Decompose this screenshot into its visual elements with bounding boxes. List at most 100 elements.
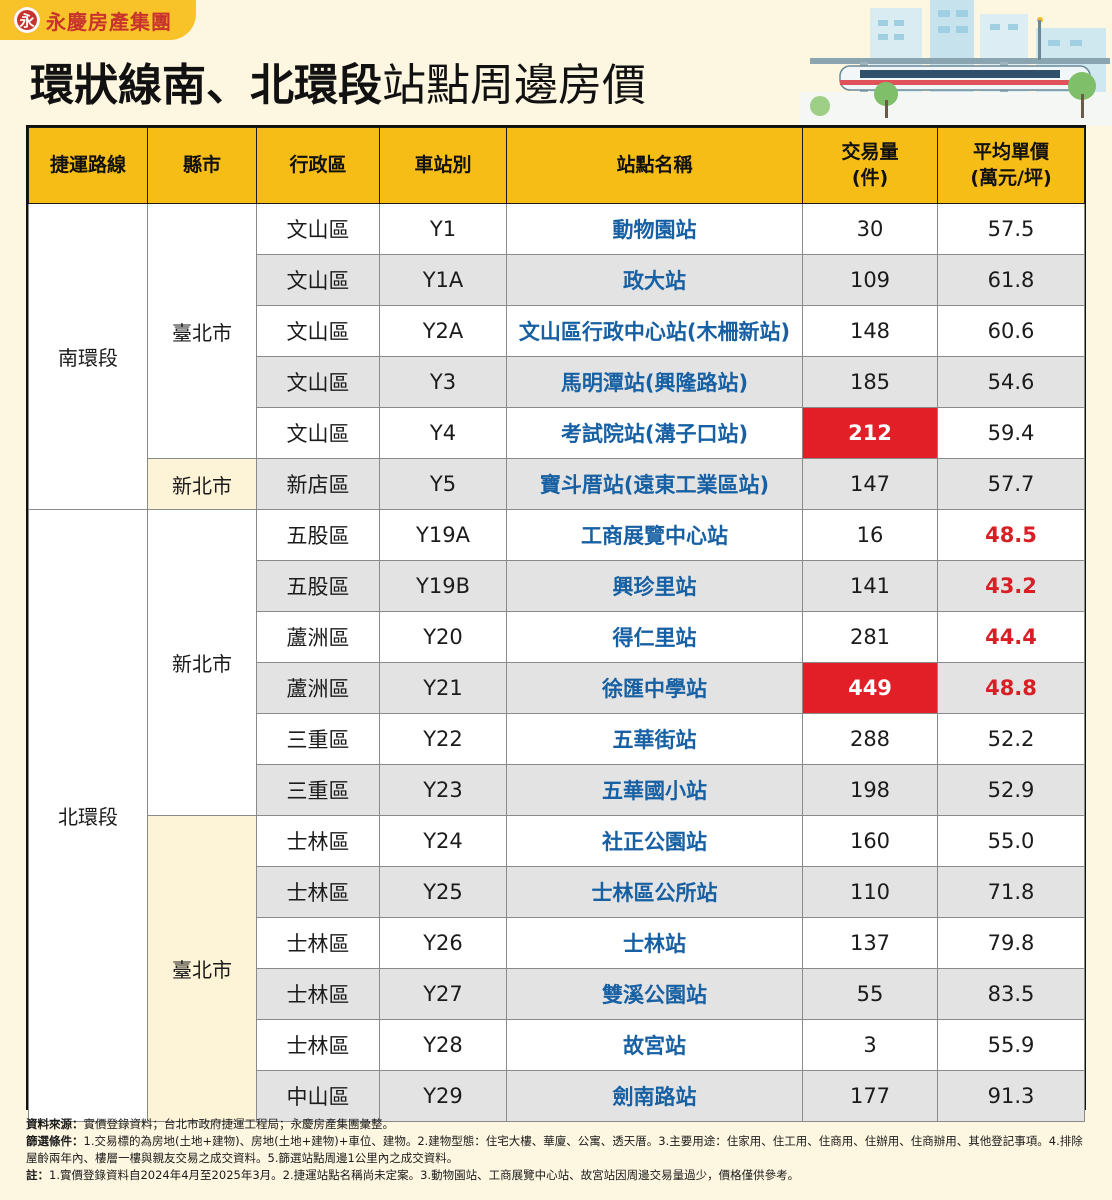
header-price: 平均單價 (萬元/坪): [937, 127, 1085, 204]
cell-price: 91.3: [937, 1070, 1085, 1122]
note-filter-text: 1.交易標的為房地(土地+建物)、房地(土地+建物)+車位、建物。2.建物型態：…: [26, 1134, 1083, 1165]
cell-district: 三重區: [256, 713, 380, 765]
page-title-bold: 環狀線南、北環段: [30, 60, 382, 111]
cell-price: 48.8: [937, 662, 1085, 714]
header-district: 行政區: [256, 127, 380, 204]
cell-district: 五股區: [256, 509, 380, 561]
cell-station-code: Y19A: [379, 509, 507, 561]
note-filter-label: 篩選條件：: [26, 1134, 84, 1148]
cell-volume: 110: [802, 866, 938, 918]
cell-station-name: 故宮站: [506, 1019, 803, 1071]
cell-station-name: 五華國小站: [506, 764, 803, 816]
table-row: 士林區 Y27 雙溪公園站 55 83.5: [29, 968, 1085, 1020]
cell-county: 新北市: [147, 509, 257, 816]
cell-station-code: Y22: [379, 713, 507, 765]
cell-station-name: 文山區行政中心站(木柵新站): [506, 305, 803, 357]
note-source: 資料來源：實價登錄資料；台北市政府捷運工程局；永慶房產集團彙整。: [26, 1116, 1086, 1133]
cell-price: 79.8: [937, 917, 1085, 969]
cell-volume: 137: [802, 917, 938, 969]
city-train-illustration: [800, 0, 1112, 126]
cell-station-name: 興珍里站: [506, 560, 803, 612]
cell-station-name: 寶斗厝站(遠東工業區站): [506, 458, 803, 510]
cell-volume: 177: [802, 1070, 938, 1122]
cell-station-code: Y4: [379, 407, 507, 459]
cell-station-name: 政大站: [506, 254, 803, 306]
cell-station-name: 工商展覽中心站: [506, 509, 803, 561]
cell-district: 士林區: [256, 815, 380, 867]
cell-station-code: Y21: [379, 662, 507, 714]
cell-price: 59.4: [937, 407, 1085, 459]
cell-station-code: Y29: [379, 1070, 507, 1122]
cell-county: 臺北市: [147, 815, 257, 1122]
cell-price: 61.8: [937, 254, 1085, 306]
cell-volume: 16: [802, 509, 938, 561]
cell-district: 士林區: [256, 1019, 380, 1071]
note-source-text: 實價登錄資料；台北市政府捷運工程局；永慶房產集團彙整。: [83, 1117, 395, 1131]
cell-price: 60.6: [937, 305, 1085, 357]
cell-station-name: 得仁里站: [506, 611, 803, 663]
cell-price: 54.6: [937, 356, 1085, 408]
cell-price: 83.5: [937, 968, 1085, 1020]
cell-station-name: 考試院站(溝子口站): [506, 407, 803, 459]
footnotes: 資料來源：實價登錄資料；台北市政府捷運工程局；永慶房產集團彙整。 篩選條件：1.…: [26, 1116, 1086, 1184]
cell-station-code: Y1: [379, 203, 507, 255]
cell-station-code: Y25: [379, 866, 507, 918]
cell-station-name: 馬明潭站(興隆路站): [506, 356, 803, 408]
note-remark: 註：1.實價登錄資料自2024年4月至2025年3月。2.捷運站點名稱尚未定案。…: [26, 1167, 1086, 1184]
table-row: 文山區 Y2A 文山區行政中心站(木柵新站) 148 60.6: [29, 305, 1085, 357]
cell-district: 蘆洲區: [256, 662, 380, 714]
cell-volume: 198: [802, 764, 938, 816]
table-row: 三重區 Y22 五華街站 288 52.2: [29, 713, 1085, 765]
header-volume-line2: (件): [851, 166, 889, 189]
header-segment: 捷運路線: [28, 127, 148, 204]
cell-station-name: 雙溪公園站: [506, 968, 803, 1020]
cell-station-code: Y27: [379, 968, 507, 1020]
cell-station-code: Y19B: [379, 560, 507, 612]
cell-county: 臺北市: [147, 203, 257, 459]
cell-volume: 3: [802, 1019, 938, 1071]
cell-district: 文山區: [256, 305, 380, 357]
cell-price: 55.9: [937, 1019, 1085, 1071]
cell-volume: 212: [802, 407, 938, 459]
note-remark-text: 1.實價登錄資料自2024年4月至2025年3月。2.捷運站點名稱尚未定案。3.…: [49, 1168, 800, 1182]
table-row: 北環段 新北市 五股區 Y19A 工商展覽中心站 16 48.5: [28, 509, 1085, 1122]
cell-volume: 55: [802, 968, 938, 1020]
cell-station-name: 五華街站: [506, 713, 803, 765]
note-source-label: 資料來源：: [26, 1117, 84, 1131]
cell-price: 52.2: [937, 713, 1085, 765]
header-price-line1: 平均單價: [972, 140, 1049, 163]
cell-price: 43.2: [937, 560, 1085, 612]
table-row: 士林區 Y28 故宮站 3 55.9: [29, 1019, 1085, 1071]
header-code: 車站別: [379, 127, 507, 204]
cell-station-name: 士林站: [506, 917, 803, 969]
cell-district: 三重區: [256, 764, 380, 816]
cell-station-code: Y24: [379, 815, 507, 867]
cell-station-name: 徐匯中學站: [506, 662, 803, 714]
table-row: 新北市 新店區 Y5 寶斗厝站(遠東工業區站) 147 57.7: [29, 458, 1085, 510]
cell-price: 55.0: [937, 815, 1085, 867]
cell-district: 文山區: [256, 254, 380, 306]
station-price-table: 捷運路線 縣市 行政區 車站別 站點名稱 交易量 (件) 平均單價 (萬元/坪) 南…: [26, 125, 1086, 1122]
cell-price: 57.7: [937, 458, 1085, 510]
cell-station-code: Y26: [379, 917, 507, 969]
cell-district: 士林區: [256, 968, 380, 1020]
header-price-line2: (萬元/坪): [970, 166, 1052, 189]
header-name: 站點名稱: [506, 127, 803, 204]
table-header-row: 捷運路線 縣市 行政區 車站別 站點名稱 交易量 (件) 平均單價 (萬元/坪): [28, 127, 1085, 204]
table-row: 蘆洲區 Y20 得仁里站 281 44.4: [29, 611, 1085, 663]
header-volume-line1: 交易量: [841, 140, 899, 163]
cell-volume: 281: [802, 611, 938, 663]
cell-station-code: Y20: [379, 611, 507, 663]
cell-station-code: Y3: [379, 356, 507, 408]
cell-segment: 南環段: [28, 203, 148, 510]
cell-price: 57.5: [937, 203, 1085, 255]
table-row: 三重區 Y23 五華國小站 198 52.9: [29, 764, 1085, 816]
note-remark-label: 註：: [26, 1168, 49, 1182]
cell-station-name: 士林區公所站: [506, 866, 803, 918]
brand-name: 永慶房產集團: [46, 9, 172, 34]
cell-district: 新店區: [256, 458, 380, 510]
cell-station-code: Y28: [379, 1019, 507, 1071]
page-title-light: 站點周邊房價: [382, 60, 646, 111]
cell-district: 蘆洲區: [256, 611, 380, 663]
cell-volume: 141: [802, 560, 938, 612]
